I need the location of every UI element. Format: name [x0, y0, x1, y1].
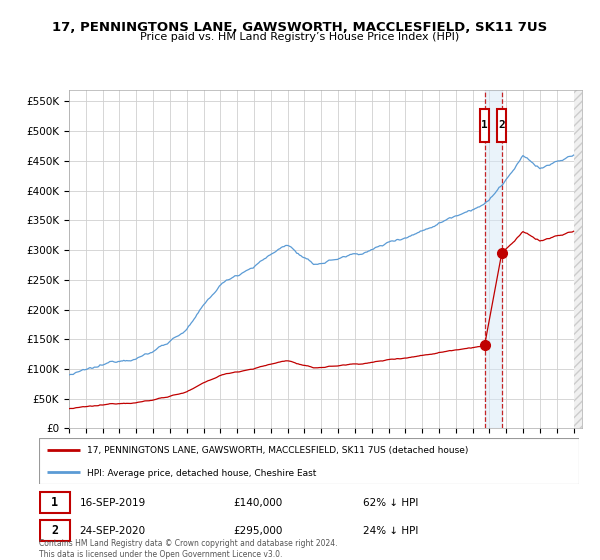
Text: 17, PENNINGTONS LANE, GAWSWORTH, MACCLESFIELD, SK11 7US: 17, PENNINGTONS LANE, GAWSWORTH, MACCLES…: [52, 21, 548, 34]
Text: 24-SEP-2020: 24-SEP-2020: [79, 526, 146, 535]
Text: 16-SEP-2019: 16-SEP-2019: [79, 498, 146, 507]
FancyBboxPatch shape: [497, 109, 506, 142]
Text: 2: 2: [499, 120, 505, 130]
Text: HPI: Average price, detached house, Cheshire East: HPI: Average price, detached house, Ches…: [86, 469, 316, 478]
Text: £140,000: £140,000: [233, 498, 283, 507]
Text: Contains HM Land Registry data © Crown copyright and database right 2024.
This d: Contains HM Land Registry data © Crown c…: [39, 539, 337, 559]
Text: £295,000: £295,000: [233, 526, 283, 535]
Bar: [574, 90, 582, 428]
Bar: [40, 492, 70, 513]
Text: 1: 1: [481, 120, 488, 130]
Bar: [485, 90, 502, 428]
Bar: [40, 520, 70, 541]
Text: 62% ↓ HPI: 62% ↓ HPI: [363, 498, 418, 507]
Text: 24% ↓ HPI: 24% ↓ HPI: [363, 526, 418, 535]
Text: Price paid vs. HM Land Registry’s House Price Index (HPI): Price paid vs. HM Land Registry’s House …: [140, 32, 460, 42]
FancyBboxPatch shape: [480, 109, 490, 142]
Text: 17, PENNINGTONS LANE, GAWSWORTH, MACCLESFIELD, SK11 7US (detached house): 17, PENNINGTONS LANE, GAWSWORTH, MACCLES…: [86, 446, 468, 455]
Text: 2: 2: [52, 524, 58, 537]
Text: 1: 1: [52, 496, 58, 509]
